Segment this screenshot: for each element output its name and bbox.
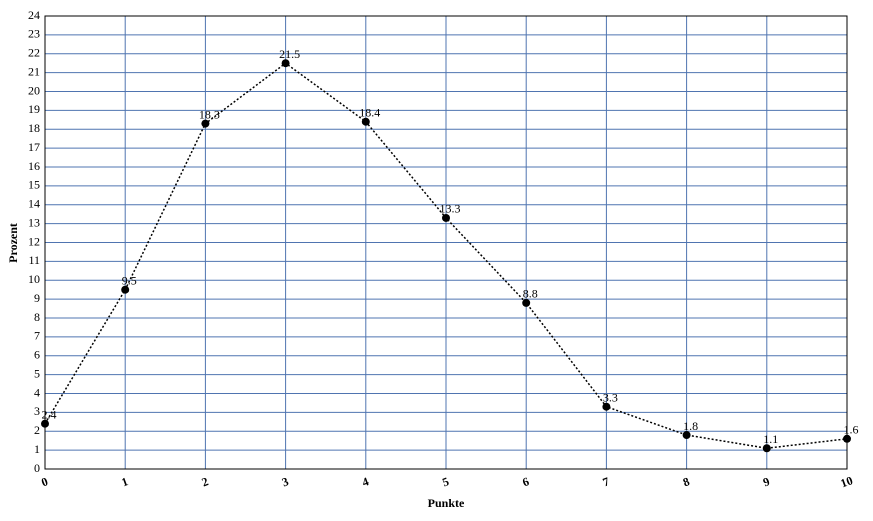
y-tick-label: 12 bbox=[28, 234, 40, 248]
y-tick-label: 24 bbox=[28, 8, 40, 22]
y-tick-label: 13 bbox=[28, 215, 40, 229]
data-point bbox=[843, 434, 851, 443]
y-tick-label: 2 bbox=[34, 423, 40, 437]
x-tick-label: 8 bbox=[681, 474, 691, 489]
data-point bbox=[762, 444, 771, 453]
y-tick-label: 22 bbox=[28, 46, 40, 60]
y-tick-label: 11 bbox=[28, 253, 40, 267]
data-point bbox=[41, 419, 49, 428]
x-tick-label: 5 bbox=[440, 474, 450, 489]
data-point bbox=[682, 431, 691, 440]
x-tick-label: 1 bbox=[120, 474, 130, 489]
x-axis-label: Punkte bbox=[428, 496, 465, 510]
data-label: 21.5 bbox=[279, 47, 300, 61]
x-tick-label: 2 bbox=[200, 474, 210, 489]
data-point bbox=[281, 59, 290, 68]
y-tick-label: 3 bbox=[34, 404, 40, 418]
data-point bbox=[522, 298, 531, 307]
x-tick-label: 3 bbox=[280, 474, 290, 489]
x-tick-label: 10 bbox=[839, 473, 855, 490]
data-label: 13.3 bbox=[440, 202, 461, 216]
y-tick-label: 16 bbox=[28, 159, 40, 173]
data-label: 1.1 bbox=[763, 432, 778, 446]
data-label: 18.3 bbox=[199, 107, 220, 121]
data-label: 9.5 bbox=[122, 273, 137, 287]
x-tick-label: 7 bbox=[601, 474, 611, 489]
y-axis-label: Prozent bbox=[6, 223, 20, 263]
y-tick-label: 21 bbox=[28, 64, 40, 78]
y-tick-label: 1 bbox=[34, 442, 40, 456]
data-label: 2.4 bbox=[42, 407, 57, 421]
data-label: 1.6 bbox=[844, 423, 859, 437]
data-point bbox=[602, 402, 611, 411]
data-point bbox=[442, 213, 450, 222]
plot-frame bbox=[44, 15, 848, 470]
data-point bbox=[201, 119, 210, 128]
y-tick-label: 6 bbox=[34, 348, 40, 362]
y-tick-label: 7 bbox=[34, 329, 40, 343]
y-tick-label: 14 bbox=[28, 197, 40, 211]
data-label: 8.8 bbox=[523, 287, 538, 301]
y-tick-label: 19 bbox=[28, 102, 40, 116]
x-tick-label: 6 bbox=[521, 474, 531, 489]
y-tick-label: 9 bbox=[34, 291, 40, 305]
data-label: 18.4 bbox=[359, 105, 380, 119]
y-tick-label: 0 bbox=[34, 461, 40, 475]
y-tick-label: 5 bbox=[34, 366, 40, 380]
x-tick-label: 0 bbox=[39, 474, 49, 489]
y-tick-label: 10 bbox=[28, 272, 40, 286]
data-label: 1.8 bbox=[683, 419, 698, 433]
y-tick-label: 18 bbox=[28, 121, 40, 135]
y-tick-label: 4 bbox=[34, 385, 40, 399]
y-tick-label: 23 bbox=[28, 27, 40, 41]
x-tick-label: 4 bbox=[360, 474, 370, 489]
data-point bbox=[121, 285, 130, 294]
y-tick-label: 8 bbox=[34, 310, 40, 324]
y-tick-label: 20 bbox=[28, 83, 40, 97]
x-tick-label: 9 bbox=[761, 474, 771, 489]
y-tick-label: 15 bbox=[28, 178, 40, 192]
y-tick-label: 17 bbox=[28, 140, 40, 154]
data-point bbox=[361, 117, 370, 126]
data-label: 3.3 bbox=[603, 390, 618, 404]
